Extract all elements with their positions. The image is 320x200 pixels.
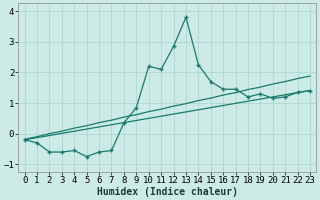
X-axis label: Humidex (Indice chaleur): Humidex (Indice chaleur) <box>97 186 238 197</box>
